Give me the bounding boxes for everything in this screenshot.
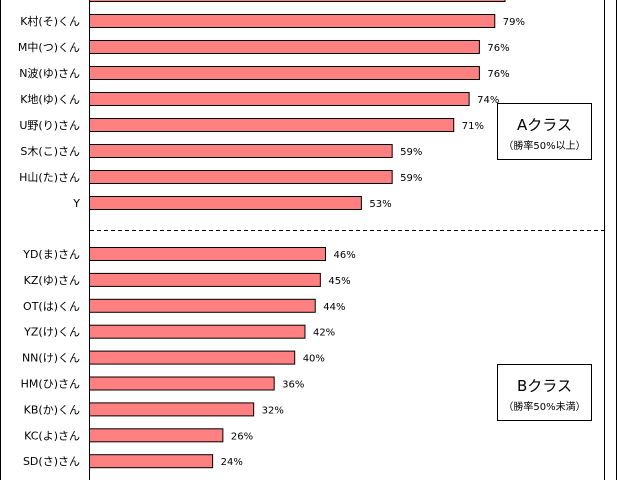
data-label: 59% [400,147,422,158]
bar [89,118,455,132]
bar [89,40,480,54]
data-label: 36% [282,380,304,391]
b-class-box: Bクラス （勝率50%未満） [497,364,592,421]
category-label: H山(た)さん [19,171,80,184]
bar [89,402,255,417]
bar [89,66,480,80]
data-label: 44% [323,302,345,313]
a-class-subtitle: （勝率50%以上） [503,139,585,152]
category-label: NN(け)くん [22,352,80,365]
b-class-title: Bクラス [517,377,572,395]
category-label: S木(こ)さん [20,145,80,158]
category-label: K村(そ)くん [20,14,80,28]
bar [89,324,306,339]
category-label: M中(つ)くん [18,41,80,54]
category-label: KZ(ゆ)さん [24,274,80,287]
data-label: 76% [487,69,509,80]
data-label: 76% [487,43,509,54]
bar [89,170,393,184]
category-label: YD(ま)さん [22,248,80,261]
category-label: SD(さ)さん [23,455,80,468]
bar [89,272,321,287]
bar [89,144,393,158]
category-label: YZ(け)くん [23,326,80,339]
category-label: KB(か)くん [24,403,80,416]
data-label: 74% [477,95,499,106]
bar [89,92,470,106]
category-label: KC(よ)さん [24,429,80,442]
data-label: 46% [333,250,355,261]
category-label: HM(ひ)さん [21,378,80,391]
bar [89,428,224,443]
bar [89,247,326,261]
bar [89,196,362,210]
data-label: 71% [462,121,484,132]
data-label: 24% [221,457,243,468]
data-label: 40% [303,354,325,365]
data-label: 53% [369,199,391,210]
data-label: 79% [503,17,525,28]
a-class-title: Aクラス [517,116,572,134]
category-label: OT(は)くん [23,300,80,313]
data-label: 32% [262,405,284,416]
b-class-subtitle: （勝率50%未満） [503,400,585,413]
category-label: N波(ゆ)さん [19,67,80,80]
data-label: 45% [328,276,350,287]
bar [89,454,214,469]
data-label: 42% [313,328,335,339]
data-label: 26% [231,431,253,442]
bar [89,14,496,28]
bar [89,298,316,313]
bar [89,376,275,391]
bar [89,0,506,2]
category-label: U野(り)さん [19,119,80,132]
data-label: 59% [400,173,422,184]
category-label: K地(ゆ)くん [20,93,80,106]
a-class-box: Aクラス （勝率50%以上） [497,103,592,160]
category-label: Y [72,197,80,210]
bar [89,350,296,365]
